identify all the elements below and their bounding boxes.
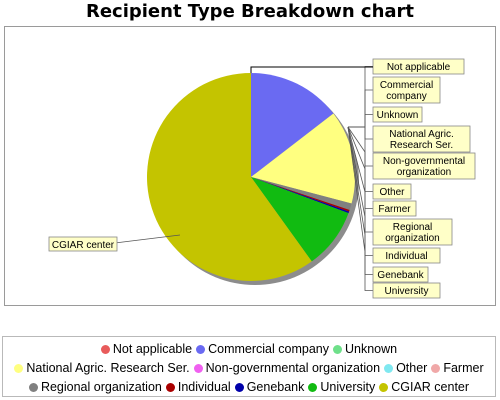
plot-area: Not applicable Commercial company Unknown Na… [4, 26, 496, 306]
svg-text:company: company [386, 91, 427, 102]
legend-item-individual: Individual [165, 379, 231, 395]
svg-text:Farmer: Farmer [378, 204, 411, 215]
svg-text:National Agric.: National Agric. [389, 129, 453, 140]
svg-text:Individual: Individual [385, 251, 427, 262]
legend-swatch [100, 345, 110, 354]
leader-line [250, 66, 373, 73]
legend-label: Commercial company [208, 342, 329, 356]
legend-swatch [308, 383, 318, 392]
legend-swatch [384, 364, 394, 373]
legend-label: Other [396, 361, 428, 375]
legend-swatch [379, 383, 389, 392]
svg-text:Genebank: Genebank [377, 270, 424, 281]
svg-text:Other: Other [379, 187, 405, 198]
legend-item-genebank: Genebank [234, 379, 305, 395]
legend-item-farmer: Farmer [431, 360, 484, 376]
legend-label: Farmer [443, 361, 484, 375]
legend-item-non-governmental-organization: Non-governmental organization [193, 360, 381, 376]
legend-label: Genebank [246, 380, 305, 394]
legend-item-cgiar-center: CGIAR center [379, 379, 469, 395]
svg-text:organization: organization [397, 167, 451, 178]
svg-text:University: University [385, 286, 429, 297]
chart-title: Recipient Type Breakdown chart [85, 1, 415, 22]
callout-university: University [347, 126, 441, 299]
pie-chart: Not applicableCommercialcompanyUnknownNa… [48, 58, 476, 299]
legend-row: National Agric. Research Ser. Non-governm… [3, 360, 495, 376]
svg-text:Regional: Regional [393, 222, 432, 233]
legend-label: University [320, 380, 376, 394]
legend-swatch [234, 383, 244, 392]
pie-slice-regional-organization [251, 177, 352, 210]
pie-slice-university [251, 177, 349, 262]
svg-text:Unknown: Unknown [377, 110, 419, 121]
pie-slice-national-agric-research-ser [251, 113, 356, 204]
legend-swatch [165, 383, 175, 392]
pie-slice-genebank [251, 177, 350, 214]
legend: Not applicable Commercial company Unknown … [2, 336, 496, 397]
svg-text:Commercial: Commercial [380, 80, 433, 91]
legend-label: Regional organization [40, 380, 162, 394]
legend-item-regional-organization: Regional organization [28, 379, 162, 395]
pie-slice-cgiar-center [147, 73, 312, 281]
svg-text:organization: organization [385, 233, 439, 244]
callout-national-agric-research-ser: National Agric.Research Ser. [348, 125, 471, 153]
svg-text:CGIAR center: CGIAR center [52, 240, 115, 251]
callout-genebank: Genebank [347, 126, 429, 283]
svg-text:Non-governmental: Non-governmental [383, 156, 465, 167]
callout-farmer: Farmer [347, 126, 417, 217]
svg-text:Research Ser.: Research Ser. [390, 140, 453, 151]
legend-label: CGIAR center [391, 380, 470, 394]
callout-cgiar-center: CGIAR center [48, 234, 181, 252]
legend-swatch [14, 364, 24, 373]
pie-slice-individual [251, 177, 350, 212]
legend-item-commercial-company: Commercial company [196, 341, 329, 357]
legend-swatch [431, 364, 441, 373]
legend-label: National Agric. Research Ser. [26, 361, 190, 375]
legend-item-national-agric-research-ser: National Agric. Research Ser. [14, 360, 190, 376]
legend-item-university: University [308, 379, 375, 395]
callout-other: Other [347, 126, 412, 200]
legend-item-not-applicable: Not applicable [100, 341, 193, 357]
legend-item-other: Other [384, 360, 427, 376]
legend-label: Non-governmental organization [205, 361, 381, 375]
legend-swatch [193, 364, 203, 373]
legend-label: Not applicable [112, 342, 193, 356]
legend-item-unknown: Unknown [332, 341, 398, 357]
legend-swatch [196, 345, 206, 354]
callout-unknown: Unknown [348, 106, 423, 128]
legend-label: Unknown [344, 342, 398, 356]
legend-row: Regional organization Individual Genebank U… [3, 379, 495, 395]
legend-row: Not applicable Commercial company Unknown [3, 341, 495, 357]
legend-swatch [332, 345, 342, 354]
pie-slice-commercial-company [251, 73, 334, 177]
legend-swatch [28, 383, 38, 392]
legend-label: Individual [177, 380, 231, 394]
svg-text:Not applicable: Not applicable [387, 62, 451, 73]
